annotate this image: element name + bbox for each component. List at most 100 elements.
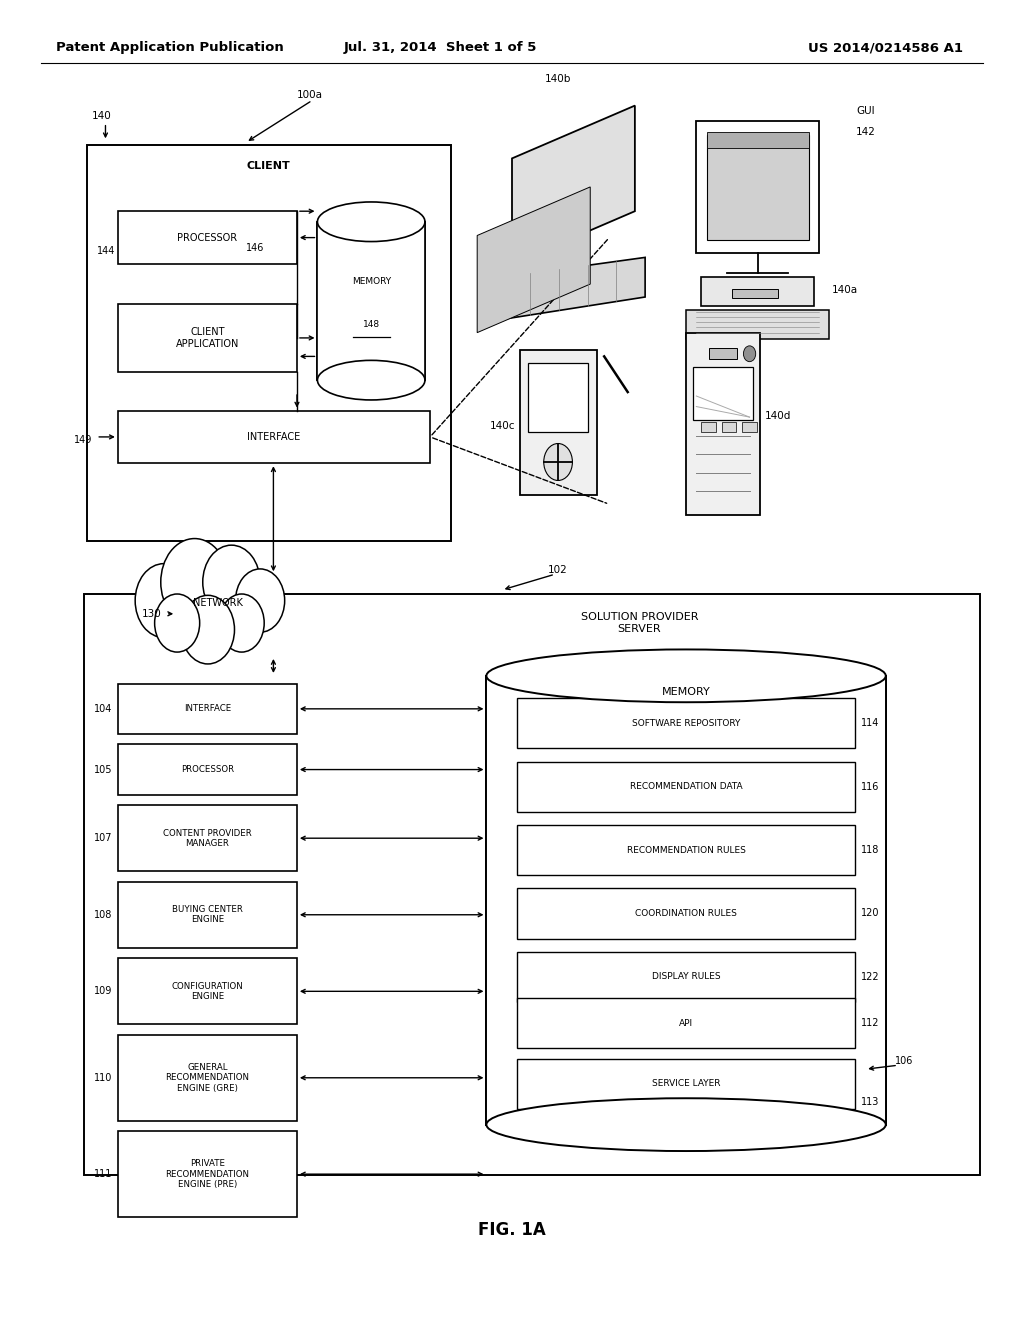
Text: COORDINATION RULES: COORDINATION RULES (635, 909, 737, 917)
FancyBboxPatch shape (118, 1035, 297, 1121)
Text: GUI: GUI (856, 106, 874, 116)
Text: RECOMMENDATION RULES: RECOMMENDATION RULES (627, 846, 745, 854)
Circle shape (135, 564, 193, 638)
Text: SOLUTION PROVIDER
SERVER: SOLUTION PROVIDER SERVER (581, 612, 698, 634)
Circle shape (155, 594, 200, 652)
Polygon shape (477, 187, 590, 333)
FancyBboxPatch shape (118, 304, 297, 372)
Text: MEMORY: MEMORY (662, 686, 711, 697)
Text: 140b: 140b (545, 74, 571, 84)
FancyBboxPatch shape (517, 698, 855, 748)
Circle shape (161, 539, 228, 626)
Text: NETWORK: NETWORK (194, 598, 243, 609)
Text: PRIVATE
RECOMMENDATION
ENGINE (PRE): PRIVATE RECOMMENDATION ENGINE (PRE) (165, 1159, 250, 1189)
FancyBboxPatch shape (707, 135, 809, 240)
Circle shape (219, 594, 264, 652)
FancyBboxPatch shape (732, 289, 778, 298)
FancyBboxPatch shape (709, 348, 737, 359)
Text: INTERFACE: INTERFACE (183, 705, 231, 713)
FancyBboxPatch shape (118, 882, 297, 948)
Text: SOFTWARE REPOSITORY: SOFTWARE REPOSITORY (632, 719, 740, 727)
Text: 148: 148 (362, 321, 380, 329)
FancyBboxPatch shape (696, 121, 819, 253)
Text: 140: 140 (92, 111, 112, 121)
Text: CONTENT PROVIDER
MANAGER: CONTENT PROVIDER MANAGER (163, 829, 252, 847)
Polygon shape (502, 257, 645, 319)
Text: 111: 111 (94, 1170, 113, 1179)
FancyBboxPatch shape (707, 132, 809, 148)
Text: 140c: 140c (489, 421, 515, 432)
Circle shape (236, 569, 285, 632)
FancyBboxPatch shape (118, 958, 297, 1024)
Text: 105: 105 (94, 764, 113, 775)
Text: Jul. 31, 2014  Sheet 1 of 5: Jul. 31, 2014 Sheet 1 of 5 (344, 41, 537, 54)
FancyBboxPatch shape (686, 333, 760, 515)
Text: 120: 120 (861, 908, 880, 919)
FancyBboxPatch shape (118, 744, 297, 795)
Text: CONFIGURATION
ENGINE: CONFIGURATION ENGINE (171, 982, 244, 1001)
Text: 146: 146 (246, 243, 264, 253)
Text: BUYING CENTER
ENGINE: BUYING CENTER ENGINE (172, 906, 243, 924)
Text: 110: 110 (94, 1073, 113, 1082)
Text: 142: 142 (855, 127, 876, 137)
Text: 144: 144 (97, 246, 116, 256)
Polygon shape (512, 106, 635, 264)
Ellipse shape (486, 649, 886, 702)
Text: CLIENT
APPLICATION: CLIENT APPLICATION (176, 327, 239, 348)
Text: 108: 108 (94, 909, 113, 920)
FancyBboxPatch shape (693, 367, 753, 420)
Text: CLIENT: CLIENT (247, 161, 291, 172)
Text: 130: 130 (142, 609, 162, 619)
FancyBboxPatch shape (486, 676, 886, 1125)
FancyBboxPatch shape (118, 1131, 297, 1217)
FancyBboxPatch shape (517, 952, 855, 1002)
Circle shape (544, 444, 572, 480)
FancyBboxPatch shape (118, 805, 297, 871)
Text: 114: 114 (861, 718, 880, 729)
Circle shape (203, 545, 260, 619)
Text: 118: 118 (861, 845, 880, 855)
FancyBboxPatch shape (722, 422, 736, 432)
Text: MEMORY: MEMORY (351, 277, 391, 286)
Text: FIG. 1A: FIG. 1A (478, 1221, 546, 1239)
FancyBboxPatch shape (517, 762, 855, 812)
Text: 140a: 140a (831, 285, 858, 296)
FancyBboxPatch shape (84, 594, 980, 1175)
Text: Patent Application Publication: Patent Application Publication (56, 41, 284, 54)
Text: API: API (679, 1019, 693, 1027)
FancyBboxPatch shape (317, 222, 425, 380)
Text: 112: 112 (861, 1018, 880, 1028)
Text: US 2014/0214586 A1: US 2014/0214586 A1 (808, 41, 963, 54)
Text: PROCESSOR: PROCESSOR (181, 766, 233, 774)
Text: 104: 104 (94, 704, 113, 714)
FancyBboxPatch shape (517, 998, 855, 1048)
FancyBboxPatch shape (520, 350, 597, 495)
Text: 100a: 100a (297, 90, 323, 100)
Text: 109: 109 (94, 986, 113, 997)
FancyBboxPatch shape (528, 363, 588, 432)
FancyBboxPatch shape (118, 211, 297, 264)
Text: 116: 116 (861, 781, 880, 792)
Text: GENERAL
RECOMMENDATION
ENGINE (GRE): GENERAL RECOMMENDATION ENGINE (GRE) (165, 1063, 250, 1093)
FancyBboxPatch shape (517, 888, 855, 939)
Text: SERVICE LAYER: SERVICE LAYER (652, 1080, 720, 1088)
FancyBboxPatch shape (517, 825, 855, 875)
FancyBboxPatch shape (701, 422, 716, 432)
Text: 113: 113 (861, 1097, 880, 1107)
FancyBboxPatch shape (118, 411, 430, 463)
Text: PROCESSOR: PROCESSOR (177, 232, 238, 243)
Text: 107: 107 (94, 833, 113, 843)
Text: 102: 102 (548, 565, 567, 576)
Ellipse shape (317, 202, 425, 242)
FancyBboxPatch shape (686, 310, 829, 339)
Circle shape (181, 595, 234, 664)
FancyBboxPatch shape (118, 684, 297, 734)
Text: INTERFACE: INTERFACE (247, 432, 301, 442)
Text: 106: 106 (895, 1056, 913, 1067)
FancyBboxPatch shape (517, 1059, 855, 1109)
FancyBboxPatch shape (701, 277, 814, 306)
Text: 140d: 140d (765, 411, 792, 421)
Text: 122: 122 (861, 972, 880, 982)
Circle shape (743, 346, 756, 362)
Text: 149: 149 (74, 434, 92, 445)
